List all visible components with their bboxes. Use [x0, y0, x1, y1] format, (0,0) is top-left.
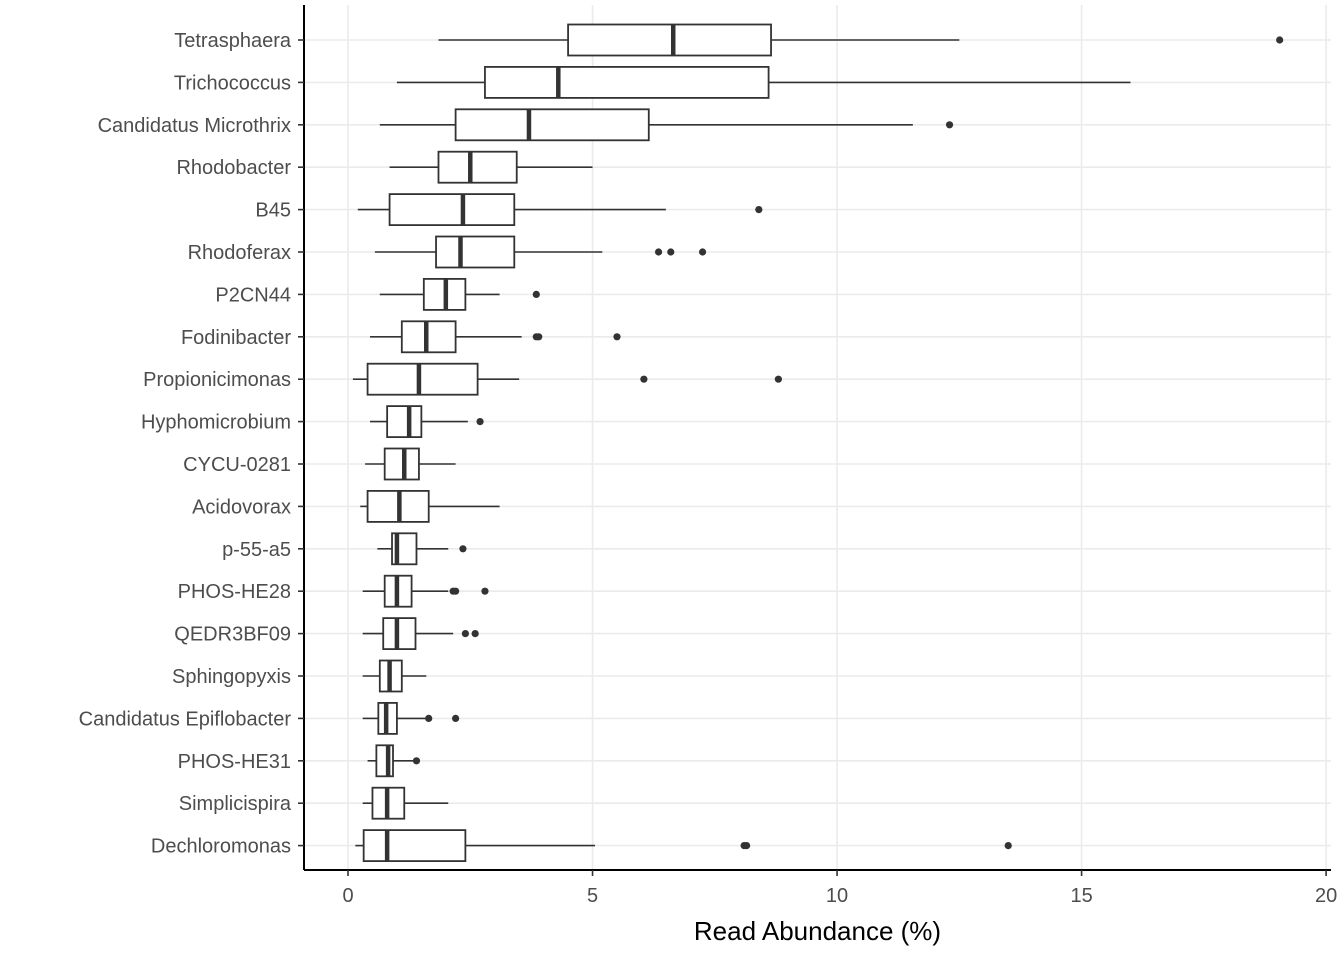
iqr-box — [386, 405, 423, 439]
outlier-point — [412, 757, 421, 765]
outlier-point — [481, 587, 489, 595]
y-tick-label: Dechloromonas — [151, 836, 291, 858]
y-tick-label: Rhodobacter — [176, 157, 291, 179]
y-tick-label: Propionicimonas — [143, 369, 291, 391]
outlier-point — [452, 587, 460, 595]
outlier-point — [425, 714, 433, 723]
outlier-point — [613, 333, 621, 341]
y-tick-label: B45 — [255, 200, 291, 222]
iqr-box — [362, 829, 467, 862]
y-tick-label: Fodinibacter — [181, 327, 291, 349]
outlier-point — [774, 375, 782, 383]
x-tick-label: 5 — [587, 885, 598, 907]
outlier-point — [535, 333, 543, 341]
y-tick-label: Candidatus Epiflobacter — [79, 708, 292, 730]
outlier-point — [471, 630, 479, 638]
y-tick-label: PHOS-HE28 — [178, 581, 291, 603]
iqr-box — [382, 617, 417, 650]
outlier-point — [459, 545, 467, 553]
outlier-point — [667, 248, 675, 256]
iqr-box — [437, 150, 518, 184]
y-tick-label: Simplicispira — [179, 793, 292, 815]
iqr-box — [388, 193, 516, 227]
iqr-box — [375, 744, 394, 778]
y-tick-label: QEDR3BF09 — [174, 624, 291, 646]
x-tick-label: 20 — [1315, 885, 1337, 907]
outlier-point — [461, 630, 469, 638]
outlier-point — [654, 248, 663, 256]
iqr-box — [435, 235, 516, 269]
axis-layer: Tetrasphaera Trichococcus Candidatus Micro… — [79, 5, 1337, 907]
outlier-point — [1276, 36, 1284, 44]
y-tick-label: PHOS-HE31 — [178, 751, 291, 773]
y-tick-label: CYCU-0281 — [183, 454, 291, 476]
box-layer — [352, 23, 1284, 862]
iqr-box — [400, 320, 457, 354]
outlier-point — [742, 842, 751, 850]
outlier-point — [945, 121, 954, 129]
y-tick-label: Acidovorax — [192, 496, 291, 518]
x-tick-label: 15 — [1070, 885, 1092, 907]
x-tick-label: 0 — [342, 885, 353, 907]
outlier-point — [755, 206, 763, 214]
iqr-box — [567, 23, 772, 57]
x-axis-title: Read Abundance (%) — [694, 916, 941, 946]
iqr-box — [366, 362, 479, 396]
y-tick-label: Trichococcus — [174, 72, 291, 94]
y-tick-label: Rhodoferax — [188, 242, 291, 264]
outlier-point — [640, 375, 648, 383]
y-tick-label: P2CN44 — [215, 284, 291, 306]
y-tick-label: Candidatus Microthrix — [98, 115, 291, 137]
iqr-box — [484, 66, 770, 99]
y-tick-label: Hyphomicrobium — [141, 412, 291, 434]
outlier-point — [452, 714, 460, 723]
y-tick-label: p-55-a5 — [222, 539, 291, 561]
outlier-point — [1004, 842, 1012, 850]
outlier-point — [476, 418, 484, 426]
iqr-box — [454, 108, 650, 142]
y-tick-label: Tetrasphaera — [174, 30, 292, 52]
outlier-point — [532, 290, 540, 298]
outlier-point — [698, 248, 707, 256]
y-tick-label: Sphingopyxis — [172, 666, 291, 688]
x-tick-label: 10 — [826, 885, 848, 907]
iqr-box — [383, 447, 420, 481]
